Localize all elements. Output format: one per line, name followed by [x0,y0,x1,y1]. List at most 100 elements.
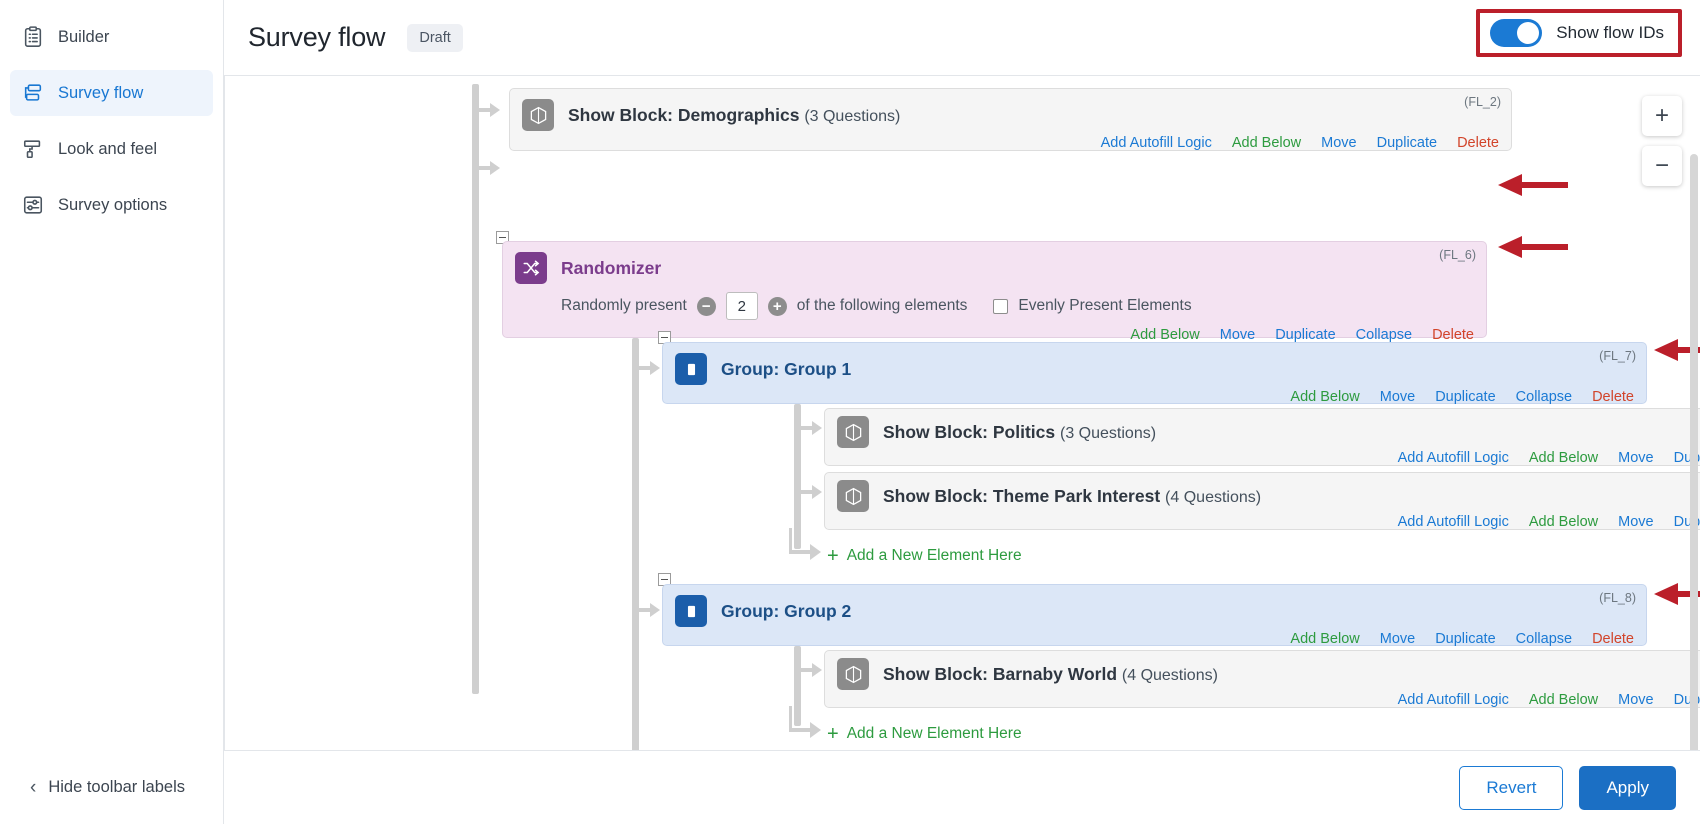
flow-node-block[interactable]: (FL_4) Show Block: Theme Park Interest (… [824,472,1700,530]
action-move[interactable]: Move [1219,327,1256,343]
vertical-scrollbar[interactable] [1690,154,1698,750]
node-title-text: Show Block: Theme Park Interest [883,485,1161,506]
sidebar-item-label: Survey options [58,195,168,214]
sidebar-item-look-and-feel[interactable]: Look and feel [10,126,213,172]
connector-arrow [636,601,660,619]
randomly-present-label: Randomly present [561,297,687,314]
flow-id-label: (FL_8) [1599,591,1636,605]
flow-area: (FL_2) Show Block: Demographics (3 Quest… [224,76,1700,750]
sidebar-item-survey-flow[interactable]: Survey flow [10,70,213,116]
action-delete[interactable]: Delete [1592,389,1634,405]
action-add-below[interactable]: Add Below [1290,631,1360,647]
trunk-group-1-children [794,404,801,549]
action-collapse[interactable]: Collapse [1515,389,1573,405]
revert-button[interactable]: Revert [1459,765,1564,810]
node-header: Show Block: Demographics (3 Questions) [510,89,1511,131]
action-collapse[interactable]: Collapse [1515,631,1573,647]
node-title: Group: Group 1 [721,359,851,380]
action-delete[interactable]: Delete [1457,135,1499,151]
action-collapse[interactable]: Collapse [1355,327,1413,343]
action-move[interactable]: Move [1321,135,1357,151]
evenly-present-checkbox[interactable] [993,298,1009,314]
node-title: Show Block: Theme Park Interest (4 Quest… [883,486,1261,507]
flow-id-label: (FL_6) [1439,248,1476,262]
action-move[interactable]: Move [1618,450,1654,466]
node-title-text: Show Block: Politics [883,421,1056,442]
sidebar-item-label: Survey flow [58,83,144,102]
plus-icon: + [827,545,839,567]
trunk-group-2-children [794,646,801,726]
connector-arrow [476,101,500,119]
footer-bar: Revert Apply [224,750,1700,824]
node-actions: Add Autofill Logic Add Below Move Duplic… [825,512,1700,539]
flow-id-label: (FL_7) [1599,349,1636,363]
flow-node-block[interactable]: (FL_2) Show Block: Demographics (3 Quest… [509,88,1512,151]
annotation-arrow [1496,172,1568,198]
action-duplicate[interactable]: Duplicate [1435,389,1496,405]
action-duplicate[interactable]: Duplicate [1435,631,1496,647]
action-add-autofill-logic[interactable]: Add Autofill Logic [1397,450,1509,466]
action-move[interactable]: Move [1618,514,1654,530]
action-add-autofill-logic[interactable]: Add Autofill Logic [1397,514,1509,530]
node-title: Show Block: Barnaby World (4 Questions) [883,664,1218,685]
paint-roller-icon [22,138,44,160]
node-header: Show Block: Theme Park Interest (4 Quest… [825,473,1700,512]
node-actions: Add Autofill Logic Add Below Move Duplic… [825,690,1700,717]
action-add-below[interactable]: Add Below [1528,514,1599,530]
node-actions: Add Below Move Duplicate Collapse Delete [663,627,1646,656]
node-title-text: Group: Group 1 [721,358,852,379]
action-move[interactable]: Move [1618,692,1654,708]
zoom-in-button[interactable]: + [1642,96,1682,136]
flow-node-randomizer[interactable]: (FL_6) Randomizer [502,241,1487,343]
randomize-count-input[interactable] [725,292,758,320]
action-add-below[interactable]: Add Below [1528,692,1599,708]
show-flow-ids-toggle[interactable] [1490,19,1543,47]
node-title: Randomizer [561,258,661,279]
flow-node-group[interactable]: (FL_8) Group: Group 2 Add Below Move Dup… [662,584,1647,647]
hide-toolbar-labels-button[interactable]: ‹ Hide toolbar labels [0,750,224,824]
show-flow-ids-label: Show flow IDs [1556,23,1664,42]
block-icon [522,99,554,131]
action-add-autofill-logic[interactable]: Add Autofill Logic [1100,135,1212,151]
action-add-autofill-logic[interactable]: Add Autofill Logic [1397,692,1509,708]
canvas-left-edge [224,76,225,750]
toggle-knob [1517,22,1540,44]
sidebar-item-builder[interactable]: Builder [10,14,213,60]
action-delete[interactable]: Delete [1592,631,1634,647]
flow-canvas[interactable]: (FL_2) Show Block: Demographics (3 Quest… [224,76,1700,750]
show-flow-ids-annotation-box: Show flow IDs [1476,9,1682,57]
node-actions: Add Below Move Duplicate Collapse Delete [663,385,1646,414]
action-delete[interactable]: Delete [1432,327,1474,343]
flow-id-label: (FL_2) [1464,95,1501,109]
node-header: Show Block: Barnaby World (4 Questions) [825,651,1700,690]
flow-node-block[interactable]: (FL_5) Show Block: Barnaby World (4 Ques… [824,650,1700,708]
sidebar-item-survey-options[interactable]: Survey options [10,182,213,228]
action-move[interactable]: Move [1379,389,1416,405]
action-duplicate[interactable]: Duplicate [1275,327,1336,343]
action-add-below[interactable]: Add Below [1130,327,1200,343]
clipboard-icon [22,26,44,48]
plus-icon: + [772,297,782,315]
flow-node-block[interactable]: (FL_3) Show Block: Politics (3 Questions… [824,408,1700,466]
decrement-button[interactable]: − [696,296,716,316]
connector-arrow [636,359,660,377]
flow-node-group[interactable]: (FL_7) Group: Group 1 Add Below Move Dup… [662,342,1647,405]
node-title-text: Show Block: Barnaby World [883,663,1118,684]
add-new-element-group-2[interactable]: + Add a New Element Here [827,724,1022,744]
increment-button[interactable]: + [767,296,787,316]
chevron-left-icon: ‹ [30,776,37,798]
connector-arrow [798,661,822,679]
action-duplicate[interactable]: Duplicate [1376,135,1438,151]
zoom-out-button[interactable]: − [1642,146,1682,186]
add-new-element-group-1[interactable]: + Add a New Element Here [827,546,1022,566]
elbow-connector [789,706,823,740]
connector-arrow [476,159,500,177]
apply-button[interactable]: Apply [1579,765,1676,810]
node-header: Group: Group 2 [663,585,1646,627]
action-move[interactable]: Move [1379,631,1416,647]
action-add-below[interactable]: Add Below [1231,135,1302,151]
action-add-below[interactable]: Add Below [1290,389,1360,405]
sliders-icon [22,194,44,216]
action-add-below[interactable]: Add Below [1528,450,1599,466]
group-icon [675,595,707,627]
